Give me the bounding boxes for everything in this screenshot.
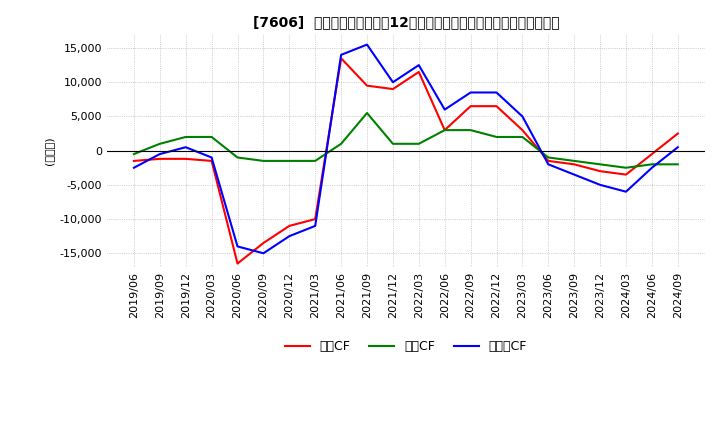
フリーCF [621,189,630,194]
投賃CF [207,134,216,139]
投賃CF [311,158,320,164]
フリーCF [207,155,216,160]
フリーCF [441,107,449,112]
営業CF [492,103,501,109]
投賃CF [647,161,656,167]
投賃CF [621,165,630,170]
投賃CF [467,128,475,133]
営業CF [130,158,138,164]
営業CF [415,70,423,75]
フリーCF [130,165,138,170]
投賃CF [570,158,579,164]
フリーCF [259,251,268,256]
フリーCF [595,182,604,187]
投賃CF [233,155,242,160]
Legend: 営業CF, 投賃CF, フリーCF: 営業CF, 投賃CF, フリーCF [279,335,532,359]
投賃CF [441,128,449,133]
Line: 投賃CF: 投賃CF [134,113,678,168]
営業CF [621,172,630,177]
投賃CF [130,151,138,157]
投賃CF [492,134,501,139]
投賃CF [544,155,553,160]
フリーCF [518,114,527,119]
営業CF [467,103,475,109]
営業CF [207,158,216,164]
営業CF [595,169,604,174]
投賃CF [285,158,294,164]
投賃CF [389,141,397,147]
営業CF [441,128,449,133]
フリーCF [156,151,164,157]
営業CF [544,158,553,164]
営業CF [181,156,190,161]
営業CF [259,240,268,246]
投賃CF [415,141,423,147]
フリーCF [181,145,190,150]
フリーCF [673,145,682,150]
営業CF [233,261,242,266]
フリーCF [233,244,242,249]
営業CF [518,128,527,133]
フリーCF [337,52,346,58]
Line: フリーCF: フリーCF [134,44,678,253]
Line: 営業CF: 営業CF [134,58,678,264]
営業CF [363,83,372,88]
投賃CF [337,141,346,147]
フリーCF [492,90,501,95]
フリーCF [647,165,656,170]
投賃CF [181,134,190,139]
投賃CF [595,161,604,167]
フリーCF [389,80,397,85]
営業CF [673,131,682,136]
投賃CF [673,161,682,167]
営業CF [389,86,397,92]
フリーCF [467,90,475,95]
フリーCF [570,172,579,177]
フリーCF [311,223,320,228]
営業CF [285,223,294,228]
投賃CF [156,141,164,147]
営業CF [311,216,320,222]
Y-axis label: (百万円): (百万円) [44,136,54,165]
営業CF [647,151,656,157]
投賃CF [259,158,268,164]
営業CF [337,55,346,61]
フリーCF [363,42,372,47]
営業CF [570,161,579,167]
Title: [7606]  キャッシュフローの12か月移動合計の対前年同期増減額の推移: [7606] キャッシュフローの12か月移動合計の対前年同期増減額の推移 [253,15,559,29]
営業CF [156,156,164,161]
フリーCF [285,234,294,239]
フリーCF [415,62,423,68]
フリーCF [544,161,553,167]
投賃CF [363,110,372,116]
投賃CF [518,134,527,139]
